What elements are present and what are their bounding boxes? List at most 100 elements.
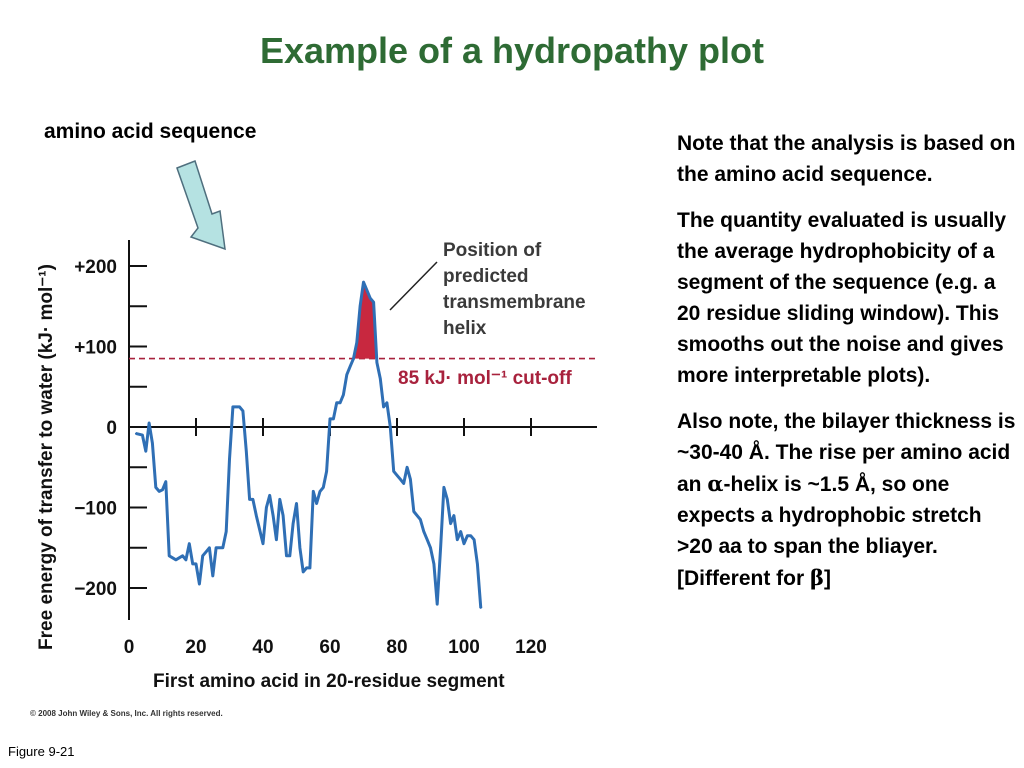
- data-point: [412, 510, 415, 513]
- data-point: [285, 555, 288, 557]
- data-point: [155, 486, 157, 489]
- data-point: [463, 542, 465, 545]
- data-point: [436, 603, 439, 605]
- data-point: [439, 546, 442, 549]
- data-point: [359, 305, 361, 308]
- data-point: [342, 394, 345, 396]
- data-point: [429, 546, 432, 549]
- data-point: [349, 365, 351, 368]
- data-point: [141, 434, 144, 436]
- data-point: [222, 546, 224, 549]
- data-point: [215, 546, 217, 549]
- x-tick-label: 0: [124, 637, 135, 658]
- data-point: [228, 458, 231, 460]
- x-tick-label: 40: [252, 637, 273, 658]
- data-point: [392, 470, 395, 473]
- data-point: [275, 538, 278, 541]
- series-line-layer: [134, 280, 483, 609]
- data-point: [232, 406, 234, 408]
- data-point: [356, 341, 358, 344]
- data-point: [426, 538, 428, 541]
- data-point: [469, 534, 472, 537]
- beta-symbol: β: [810, 565, 824, 590]
- data-point: [309, 567, 311, 569]
- data-point: [479, 607, 482, 609]
- note-paragraph-2: The quantity evaluated is usually the av…: [677, 209, 1007, 387]
- data-point: [459, 530, 462, 533]
- slide-title: Example of a hydropathy plot: [259, 30, 765, 71]
- data-point: [148, 422, 150, 424]
- data-point: [315, 502, 318, 505]
- data-point: [198, 583, 201, 585]
- data-point: [402, 482, 405, 485]
- data-point: [252, 498, 254, 501]
- x-axis-label: First amino acid in 20-residue segment: [153, 671, 505, 692]
- data-point: [211, 575, 214, 577]
- data-point: [382, 406, 385, 408]
- data-point: [208, 546, 211, 549]
- data-point: [443, 486, 445, 489]
- data-point: [449, 522, 452, 525]
- data-point: [289, 555, 291, 557]
- data-point: [319, 490, 321, 493]
- data-point: [201, 555, 204, 557]
- data-point: [255, 514, 258, 517]
- data-point: [282, 514, 284, 517]
- data-point: [339, 402, 341, 404]
- data-point: [225, 530, 227, 533]
- down-arrow-icon: [176, 160, 226, 251]
- figure-label: Figure 9-21: [8, 744, 75, 759]
- data-point: [386, 402, 388, 404]
- sequence-label: amino acid sequence: [44, 120, 257, 143]
- data-point: [292, 522, 294, 525]
- y-tick-label: +200: [74, 257, 117, 278]
- data-point: [191, 563, 194, 565]
- data-point: [181, 555, 184, 557]
- x-tick-label: 100: [448, 637, 480, 658]
- data-point: [238, 406, 241, 408]
- note-paragraph-1: Note that the analysis is based on the a…: [677, 132, 1016, 186]
- data-point: [305, 567, 308, 569]
- data-point: [242, 410, 244, 412]
- data-point: [295, 502, 298, 505]
- x-tick-label: 20: [185, 637, 206, 658]
- data-point: [453, 514, 455, 517]
- data-point: [175, 559, 177, 561]
- x-tick-label: 120: [515, 637, 547, 658]
- data-point: [168, 555, 170, 557]
- hydropathy-chart: +200 +100 0 −100 −200 0 20 40 60 80 100 120 Free en…: [30, 240, 597, 718]
- data-point: [389, 426, 392, 428]
- x-tick-label: 60: [319, 637, 340, 658]
- data-point: [399, 478, 402, 481]
- helix-annotation: Position of predicted transmembrane heli…: [443, 240, 591, 339]
- data-point: [272, 514, 274, 517]
- note-paragraph-3-text-b: -helix is ~1.5 Å, so one expects a hydro…: [677, 473, 982, 590]
- annotation-pointer-line: [389, 261, 438, 311]
- data-point: [144, 450, 147, 452]
- y-axis-label: Free energy of transfer to water (kJ· mo…: [36, 264, 57, 650]
- data-point: [366, 289, 368, 291]
- data-point: [325, 470, 328, 473]
- data-point: [329, 418, 331, 420]
- note-paragraph-3-text-c: ]: [823, 567, 831, 590]
- hydropathy-series-line: [135, 280, 483, 609]
- data-point: [423, 530, 425, 533]
- data-point: [265, 506, 268, 509]
- data-point: [134, 432, 137, 435]
- data-point: [312, 490, 315, 493]
- data-point: [158, 490, 160, 493]
- data-point: [352, 357, 355, 360]
- data-point: [476, 563, 479, 565]
- data-point: [379, 377, 382, 380]
- y-tick-label: −100: [74, 499, 117, 520]
- data-point: [416, 514, 418, 517]
- data-point: [419, 518, 422, 521]
- data-point: [151, 442, 154, 444]
- data-point: [456, 538, 459, 541]
- data-point: [376, 361, 378, 364]
- data-point: [433, 563, 435, 565]
- y-tick-label: +100: [74, 338, 117, 359]
- data-point: [161, 488, 164, 491]
- data-point: [248, 498, 251, 501]
- data-point: [345, 373, 348, 376]
